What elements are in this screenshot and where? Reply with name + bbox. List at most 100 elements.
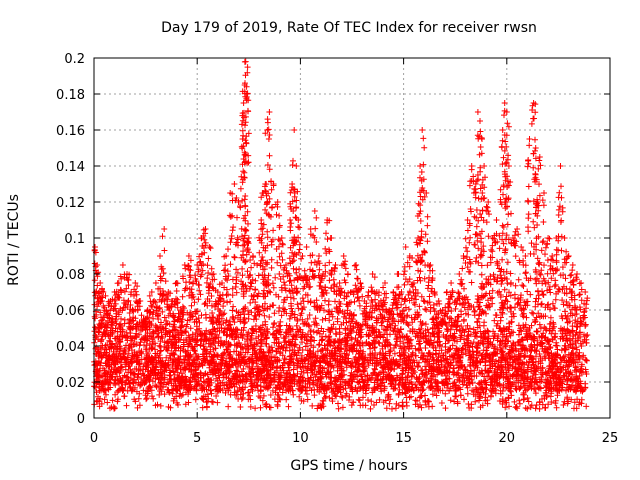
data-point: [422, 345, 429, 351]
data-point: [121, 393, 128, 400]
data-point: [239, 265, 246, 272]
data-point: [316, 341, 323, 348]
data-point: [161, 391, 168, 398]
data-point: [468, 367, 474, 374]
data-point: [111, 405, 118, 412]
data-point: [348, 336, 355, 343]
data-point: [412, 345, 419, 352]
data-point: [584, 332, 591, 338]
data-point: [506, 403, 512, 410]
data-point: [302, 343, 309, 350]
data-point: [311, 392, 318, 399]
data-point: [159, 335, 166, 342]
data-point: [227, 391, 234, 398]
data-points: [91, 58, 591, 412]
data-point: [283, 396, 290, 403]
data-point: [461, 364, 468, 370]
data-point: [104, 399, 111, 406]
data-point: [242, 203, 249, 210]
data-point: [231, 181, 238, 187]
data-point: [207, 245, 214, 252]
data-point: [227, 261, 234, 268]
data-point: [348, 402, 355, 409]
data-point: [119, 262, 126, 268]
data-point: [470, 339, 477, 346]
data-point: [461, 396, 467, 403]
data-point: [223, 292, 230, 299]
data-point: [152, 346, 158, 353]
data-point: [224, 277, 231, 284]
data-point: [225, 403, 232, 410]
data-point: [425, 329, 432, 336]
data-point: [339, 404, 346, 411]
data-point: [450, 365, 457, 372]
data-point: [109, 397, 116, 404]
data-point: [118, 363, 125, 370]
data-point: [516, 400, 523, 407]
data-point: [106, 337, 113, 344]
data-point: [150, 395, 157, 402]
data-point: [214, 399, 221, 406]
data-point: [553, 342, 560, 349]
data-point: [502, 363, 509, 370]
data-point: [224, 299, 231, 306]
data-point: [512, 404, 519, 411]
data-point: [514, 405, 521, 412]
data-point: [240, 168, 247, 175]
data-point: [227, 239, 234, 246]
data-point: [368, 398, 375, 405]
data-point: [342, 392, 349, 399]
data-point: [245, 108, 252, 115]
chart-title: Day 179 of 2019, Rate Of TEC Index for r…: [161, 20, 537, 36]
data-point: [111, 380, 117, 387]
data-point: [465, 401, 472, 407]
data-point: [257, 404, 264, 411]
data-point: [553, 339, 560, 346]
data-point: [532, 405, 539, 412]
data-point: [245, 220, 251, 227]
data-point: [143, 395, 150, 402]
data-point: [396, 386, 403, 393]
data-point: [230, 303, 237, 310]
data-point: [240, 390, 247, 397]
data-point: [244, 64, 251, 71]
data-point: [229, 307, 236, 314]
data-point: [158, 380, 165, 387]
data-point: [233, 367, 240, 374]
data-point: [322, 345, 329, 352]
data-point: [279, 352, 286, 359]
data-point: [403, 399, 410, 406]
data-point: [143, 396, 150, 403]
data-point: [414, 364, 421, 370]
data-point: [292, 341, 299, 348]
data-point: [346, 393, 353, 400]
data-point: [290, 391, 297, 398]
data-point: [161, 247, 168, 254]
data-point: [114, 280, 121, 287]
data-point: [229, 227, 236, 234]
data-point: [220, 303, 227, 310]
data-point: [310, 328, 317, 335]
data-point: [433, 392, 440, 399]
data-point: [198, 312, 205, 319]
data-point: [416, 375, 423, 382]
data-point: [238, 173, 245, 180]
data-point: [537, 325, 544, 332]
data-point: [418, 404, 425, 411]
data-point: [367, 405, 374, 412]
data-point: [480, 341, 487, 348]
data-point: [335, 400, 341, 407]
data-point: [210, 271, 217, 277]
data-point: [208, 265, 215, 272]
data-point: [442, 405, 449, 412]
data-point: [521, 353, 528, 360]
data-point: [238, 396, 245, 403]
data-point: [192, 396, 199, 403]
data-point: [201, 379, 208, 386]
data-point: [157, 253, 163, 259]
data-point: [417, 393, 424, 400]
data-point: [548, 399, 555, 405]
data-point: [227, 298, 234, 305]
data-point: [248, 264, 255, 271]
data-point: [231, 253, 238, 260]
